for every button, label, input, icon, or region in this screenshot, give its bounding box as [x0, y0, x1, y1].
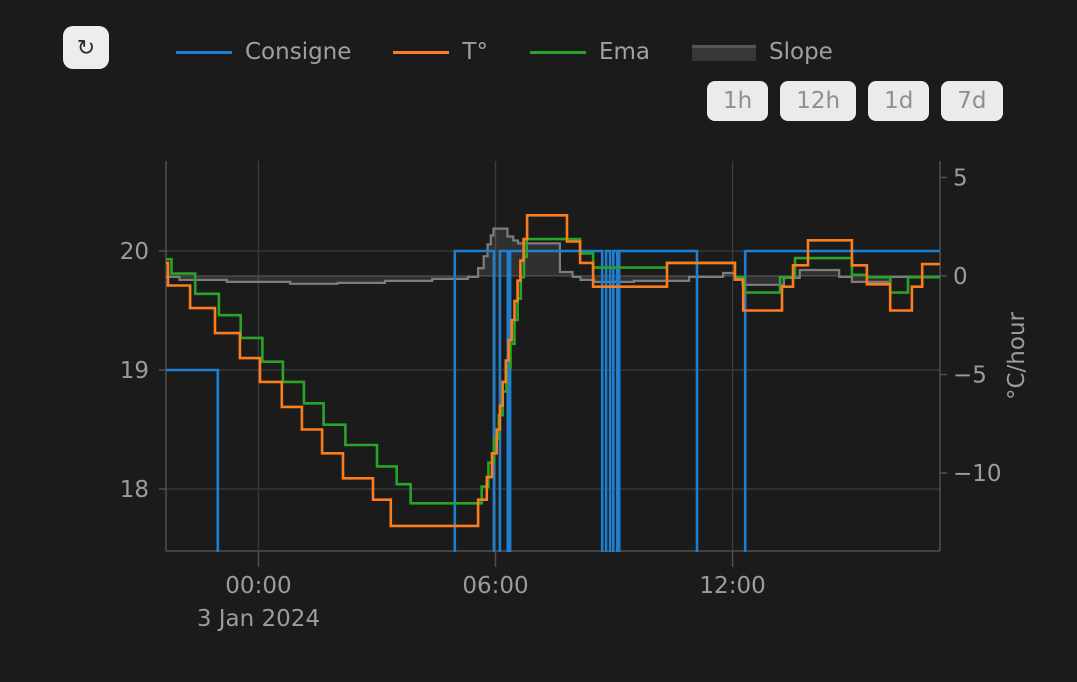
legend-item-slope[interactable]: Slope	[692, 40, 833, 65]
legend-item-ema[interactable]: Ema	[529, 39, 651, 66]
legend-label-temperature: T°	[462, 39, 488, 66]
y-left-tick-label: 19	[120, 358, 149, 384]
chart-legend: Consigne T° Ema Slope	[176, 38, 833, 68]
axes	[159, 161, 947, 567]
y-right-axis-title: °C/hour	[1004, 311, 1030, 400]
slope-area-swatch	[692, 44, 757, 61]
y-left-tick-label: 20	[120, 239, 149, 265]
time-range-buttons: 1h 12h 1d 7d	[707, 81, 1003, 121]
ema-line-swatch	[529, 51, 586, 55]
y-right-tick-label: 0	[953, 264, 968, 290]
x-tick-label: 06:00	[462, 573, 528, 599]
y-right-tick-label: −10	[953, 461, 1002, 487]
refresh-button[interactable]: ↻	[63, 26, 109, 69]
range-button-12h[interactable]: 12h	[780, 81, 857, 121]
x-axis-date-label: 3 Jan 2024	[197, 606, 320, 632]
gridlines	[166, 161, 940, 551]
series-area-slope	[166, 228, 940, 285]
legend-label-ema: Ema	[598, 39, 651, 66]
consigne-line-swatch	[176, 51, 232, 55]
x-tick-label: 00:00	[225, 573, 291, 599]
temperature-line-swatch	[393, 51, 450, 55]
series-line-slope	[166, 227, 940, 286]
legend-label-consigne: Consigne	[245, 39, 352, 66]
series-line-t°	[166, 214, 940, 528]
range-button-1h[interactable]: 1h	[707, 81, 769, 121]
y-right-tick-label: 5	[953, 165, 968, 191]
x-tick-label: 12:00	[699, 573, 765, 599]
range-button-7d[interactable]: 7d	[941, 81, 1003, 121]
refresh-icon: ↻	[76, 34, 96, 60]
legend-item-consigne[interactable]: Consigne	[176, 40, 351, 65]
legend-label-slope: Slope	[769, 39, 833, 66]
series-line-consigne	[166, 249, 940, 552]
legend-item-temperature[interactable]: T°	[393, 40, 488, 65]
y-left-tick-label: 18	[120, 477, 149, 503]
range-button-1d[interactable]: 1d	[868, 81, 930, 121]
plot-area	[166, 214, 940, 552]
y-right-tick-label: −5	[953, 363, 987, 389]
